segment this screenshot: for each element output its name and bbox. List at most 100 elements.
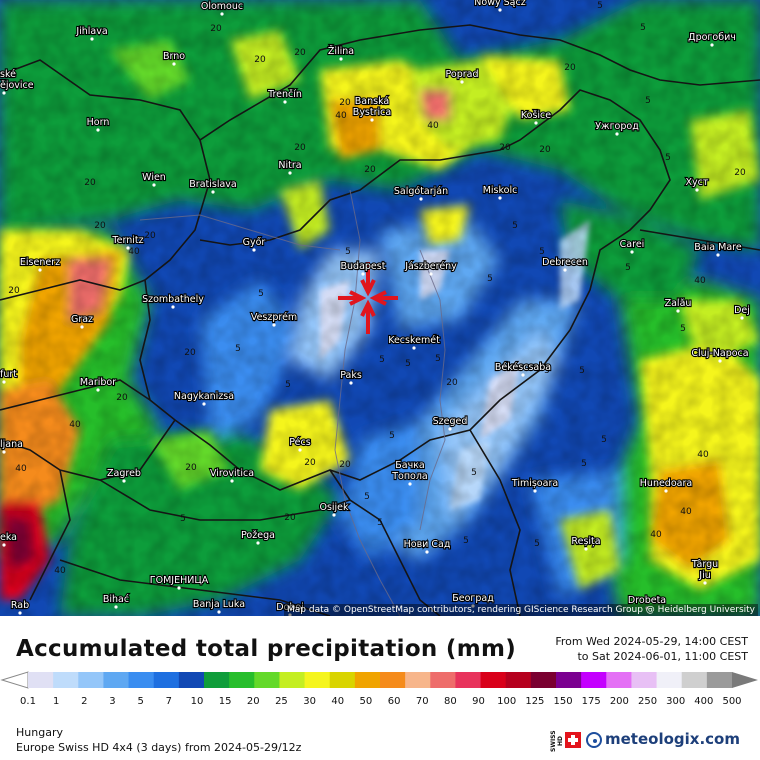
contour-label: 5 — [364, 492, 370, 502]
city-dot — [664, 489, 668, 493]
colorbar-tick-label: 2 — [81, 696, 88, 707]
colorbar-swatch — [380, 672, 406, 688]
city-label: Banská Bystrica — [353, 96, 391, 118]
contour-label: 5 — [471, 468, 477, 478]
brand-name: meteologix.com — [605, 730, 740, 748]
city-dot — [498, 8, 502, 12]
contour-label: 5 — [487, 274, 493, 284]
contour-label: 5 — [258, 289, 264, 299]
colorbar-tick-label: 20 — [246, 696, 260, 707]
city-label: Дрогобич — [688, 32, 736, 43]
city-dot — [126, 246, 130, 250]
city-dot — [498, 196, 502, 200]
city-dot — [703, 581, 707, 585]
colorbar-swatch — [656, 672, 683, 688]
city-label: Hunedoara — [640, 478, 692, 489]
colorbar-tick-label: 500 — [722, 696, 742, 707]
colorbar-tick-label: 150 — [553, 696, 573, 707]
city-label: ГОМЈЕНИЦА — [150, 575, 209, 586]
city-label: Timișoara — [511, 478, 558, 489]
map-canvas: 20 20 20 20 20 20 20 20 20 20 20 20 20 20 20 20 20 20 20 20… — [0, 0, 760, 616]
colorbar-swatch — [480, 672, 507, 688]
city-label: Maribor — [80, 377, 116, 388]
city-label: Târgu Jiu — [691, 559, 718, 581]
city-label: Pécs — [289, 437, 310, 448]
brand-logo[interactable]: SWISS HD meteologix.com — [550, 728, 750, 754]
city-dot — [202, 402, 206, 406]
city-label: Kecskemét — [388, 335, 440, 346]
precipitation-map[interactable]: 20 20 20 20 20 20 20 20 20 20 20 20 20 20 20 20 20 20 20 20… — [0, 0, 760, 616]
meteologix-logo-icon — [586, 732, 602, 748]
location-marker[interactable] — [338, 262, 398, 334]
city-dot — [563, 268, 567, 272]
city-label: Drobeta — [628, 595, 666, 606]
city-label: Бачка Топола — [391, 460, 428, 482]
city-label: Osijek — [319, 502, 349, 513]
city-label: Ternitz — [111, 235, 143, 246]
colorbar-swatch — [103, 672, 130, 688]
city-dot — [361, 272, 365, 276]
contour-label: 20 — [339, 98, 351, 108]
city-label: Žilina — [328, 45, 354, 57]
city-dot — [349, 381, 353, 385]
city-label: Banja Luka — [193, 599, 245, 610]
colorbar-tick-label: 3 — [109, 696, 116, 707]
map-labels: 20 20 20 20 20 20 20 20 20 20 20 20 20 20 20 20 20 20 20 20… — [0, 0, 751, 616]
colorbar-swatch — [530, 672, 557, 688]
contour-label: 5 — [581, 459, 587, 469]
city-dot — [630, 250, 634, 254]
contour-label: 20 — [499, 143, 511, 153]
city-dot — [370, 118, 374, 122]
contour-label: 20 — [185, 463, 197, 473]
colorbar-tick-label: 10 — [190, 696, 204, 707]
city-dot — [695, 188, 699, 192]
city-dot — [122, 479, 126, 483]
city-dot — [716, 253, 720, 257]
colorbar-tick-label: 175 — [581, 696, 601, 707]
city-dot — [339, 57, 343, 61]
city-dot — [38, 268, 42, 272]
contour-label: 5 — [601, 435, 607, 445]
colorbar-swatch — [354, 672, 381, 688]
city-dot — [332, 513, 336, 517]
city-label: Graz — [71, 314, 93, 325]
colorbar-swatch — [254, 672, 280, 688]
city-label: Poprad — [446, 69, 479, 80]
region-label: Hungary — [16, 726, 63, 739]
city-label: Veszprém — [251, 312, 297, 323]
contour-label: 5 — [345, 247, 351, 257]
colorbar-swatch — [631, 672, 658, 688]
contour-label: 20 — [184, 348, 196, 358]
city-dot — [256, 541, 260, 545]
colorbar-tick-label: 70 — [415, 696, 429, 707]
city-dot — [80, 325, 84, 329]
city-label: ljana — [0, 439, 23, 450]
contour-label: 5 — [512, 221, 518, 231]
contour-label: 5 — [463, 536, 469, 546]
city-label: Jászberény — [404, 261, 457, 272]
contour-label: 20 — [339, 460, 351, 470]
city-label: furt — [0, 369, 17, 380]
city-label: Zagreb — [107, 468, 141, 479]
colorbar-tick-label: 125 — [525, 696, 545, 707]
colorbar-swatch — [28, 672, 54, 688]
river-lines — [139, 189, 446, 616]
colorbar-swatch — [229, 672, 255, 688]
city-dot — [171, 305, 175, 309]
city-label: Győr — [243, 237, 266, 248]
colorbar-min-arrow — [0, 671, 29, 689]
precipitation-field — [0, 0, 760, 616]
contour-label: 5 — [435, 354, 441, 364]
city-dot — [521, 373, 525, 377]
city-dot — [252, 248, 256, 252]
city-dot — [740, 316, 744, 320]
colorbar-tick-label: 25 — [275, 696, 288, 707]
contour-label: 20 — [8, 286, 20, 296]
colorbar-swatch — [279, 672, 306, 688]
contour-label: 5 — [379, 355, 385, 365]
contour-label: 5 — [680, 324, 686, 334]
city-label: Dej — [734, 305, 750, 316]
contour-label: 40 — [427, 121, 439, 131]
colorbar-tick-label: 90 — [472, 696, 485, 707]
colorbar-tick-label: 80 — [444, 696, 457, 707]
